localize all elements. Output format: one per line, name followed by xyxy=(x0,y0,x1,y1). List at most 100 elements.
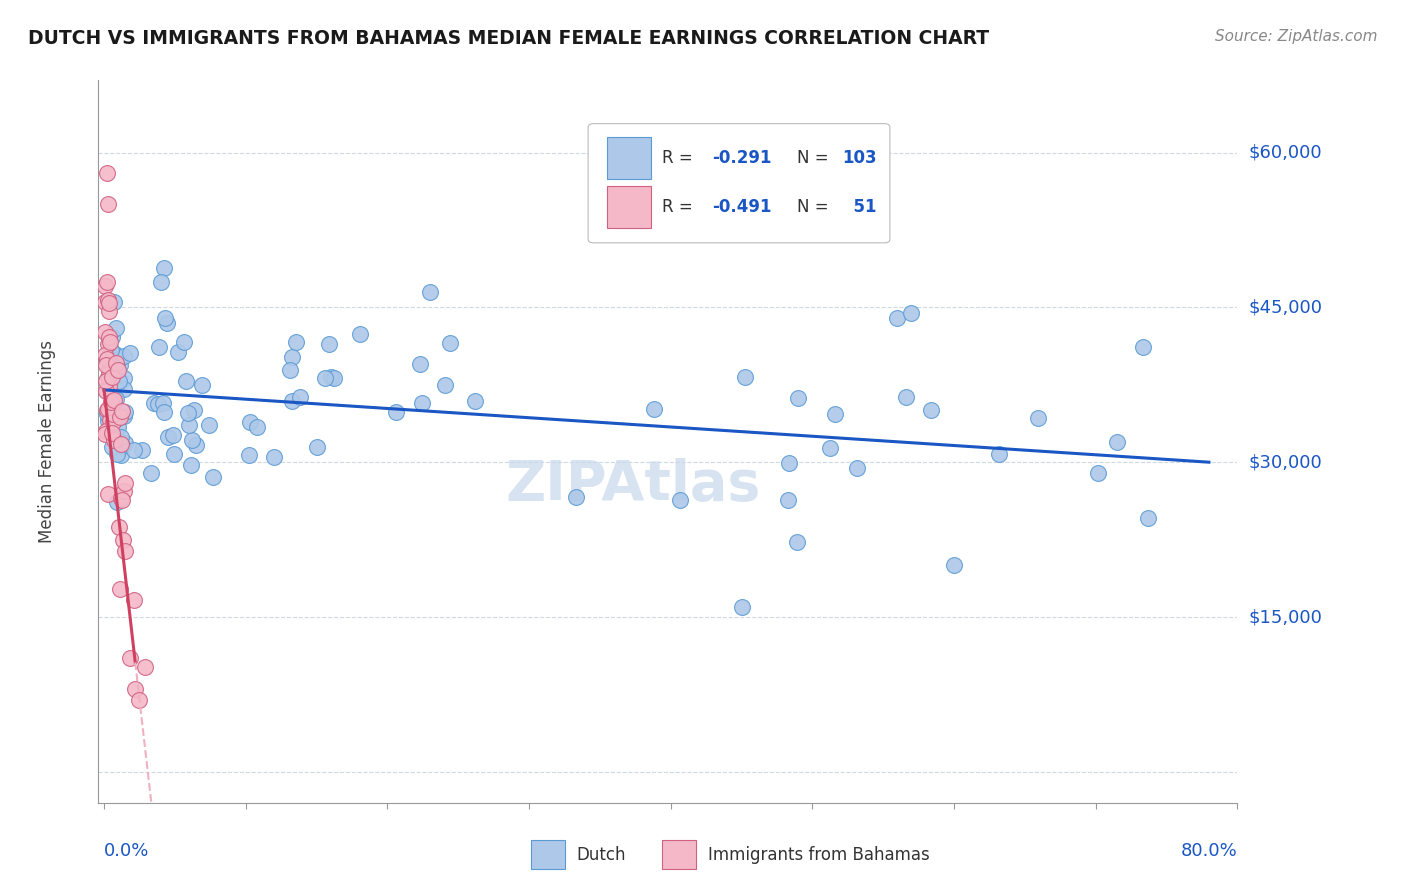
Point xyxy=(107,519,129,533)
Point xyxy=(156,316,179,330)
Point xyxy=(239,415,262,429)
Point xyxy=(103,392,125,407)
Text: DUTCH VS IMMIGRANTS FROM BAHAMAS MEDIAN FEMALE EARNINGS CORRELATION CHART: DUTCH VS IMMIGRANTS FROM BAHAMAS MEDIAN … xyxy=(28,29,990,47)
Text: 103: 103 xyxy=(842,149,877,167)
Point xyxy=(104,392,127,406)
Point xyxy=(111,439,134,453)
Point xyxy=(98,413,121,427)
Point xyxy=(112,371,135,385)
Point xyxy=(146,397,169,411)
Point xyxy=(108,409,131,424)
Point xyxy=(110,429,132,443)
Point xyxy=(94,278,117,293)
Point xyxy=(179,417,201,432)
Point xyxy=(281,351,304,365)
Point xyxy=(152,405,174,419)
Text: -0.491: -0.491 xyxy=(713,198,772,216)
Point xyxy=(246,419,269,434)
Point xyxy=(173,335,195,350)
Point xyxy=(284,334,307,349)
Text: 51: 51 xyxy=(842,198,876,216)
Point xyxy=(100,369,122,384)
Point xyxy=(98,296,121,310)
FancyBboxPatch shape xyxy=(588,124,890,243)
Point xyxy=(1136,510,1159,524)
Point xyxy=(124,592,146,607)
Point xyxy=(105,366,128,380)
Point xyxy=(118,651,141,665)
Point xyxy=(148,340,170,354)
Point xyxy=(153,310,176,325)
Point xyxy=(314,371,336,385)
Point xyxy=(98,330,121,344)
Point xyxy=(139,466,162,480)
Point xyxy=(111,492,134,507)
Point xyxy=(94,348,117,362)
Point xyxy=(114,544,136,558)
Point xyxy=(1026,411,1049,425)
Point xyxy=(202,470,225,484)
Point xyxy=(96,351,118,366)
Point xyxy=(943,558,966,573)
Point xyxy=(107,420,129,434)
Point xyxy=(98,379,121,393)
Point xyxy=(96,369,118,384)
Point xyxy=(439,336,461,351)
Point xyxy=(162,428,184,442)
Point xyxy=(107,363,129,377)
Point xyxy=(100,361,122,376)
Text: R =: R = xyxy=(662,198,699,216)
Point xyxy=(94,426,117,441)
Point xyxy=(100,343,122,358)
Point xyxy=(281,394,304,409)
Point xyxy=(112,349,135,363)
Text: $45,000: $45,000 xyxy=(1249,298,1323,317)
Point xyxy=(134,660,156,674)
Point xyxy=(96,403,118,417)
Point xyxy=(97,414,120,428)
Point xyxy=(112,383,135,397)
Point xyxy=(110,582,132,597)
Text: 0.0%: 0.0% xyxy=(104,842,149,860)
Point xyxy=(263,450,285,464)
Point xyxy=(238,448,260,462)
Point xyxy=(96,384,118,398)
Point xyxy=(180,433,202,447)
Point xyxy=(411,396,433,410)
Point xyxy=(1105,434,1128,449)
Point xyxy=(197,417,219,432)
Point xyxy=(111,404,134,418)
Point xyxy=(162,447,184,461)
Point xyxy=(183,403,205,417)
Point xyxy=(143,396,166,410)
Point xyxy=(120,346,142,360)
Point xyxy=(128,692,150,706)
Point xyxy=(419,285,441,299)
Point xyxy=(104,412,127,426)
Text: $30,000: $30,000 xyxy=(1249,453,1322,471)
Text: Dutch: Dutch xyxy=(576,846,626,863)
Point xyxy=(103,433,125,447)
Point xyxy=(152,396,174,410)
Point xyxy=(105,447,128,461)
Point xyxy=(894,390,917,404)
Point xyxy=(100,395,122,409)
Point xyxy=(564,490,586,504)
Point xyxy=(110,437,132,451)
Text: 80.0%: 80.0% xyxy=(1181,842,1237,860)
Point xyxy=(97,337,120,351)
Point xyxy=(122,443,145,458)
Point xyxy=(101,407,124,421)
Point xyxy=(104,320,127,334)
Text: N =: N = xyxy=(797,149,834,167)
Point xyxy=(114,404,136,418)
Point xyxy=(103,409,125,424)
Point xyxy=(156,430,179,444)
Point xyxy=(108,351,131,366)
Point xyxy=(96,359,118,373)
Text: R =: R = xyxy=(662,149,699,167)
Point xyxy=(103,294,125,309)
Bar xyxy=(531,840,565,870)
Point xyxy=(97,405,120,419)
Point xyxy=(149,275,172,289)
